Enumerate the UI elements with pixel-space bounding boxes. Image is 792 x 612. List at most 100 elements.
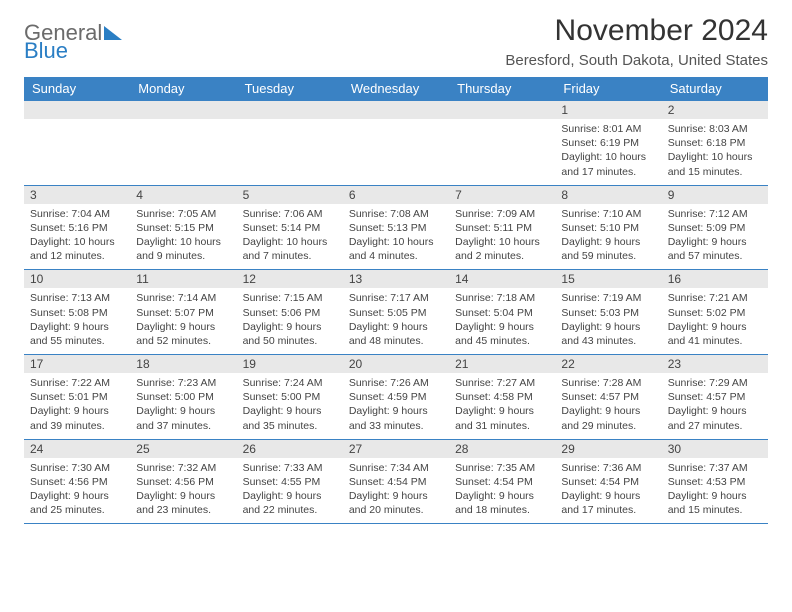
sunset-text: Sunset: 4:54 PM <box>349 475 443 489</box>
day-cell: Sunrise: 7:22 AMSunset: 5:01 PMDaylight:… <box>24 373 130 439</box>
sunrise-text: Sunrise: 7:09 AM <box>455 207 549 221</box>
day-cell: Sunrise: 7:32 AMSunset: 4:56 PMDaylight:… <box>130 458 236 524</box>
day-number: 12 <box>237 270 343 288</box>
day-cell: Sunrise: 7:24 AMSunset: 5:00 PMDaylight:… <box>237 373 343 439</box>
weeks-container: 12Sunrise: 8:01 AMSunset: 6:19 PMDayligh… <box>24 100 768 524</box>
day-cell <box>449 119 555 185</box>
sunset-text: Sunset: 5:09 PM <box>668 221 762 235</box>
weekday-header: Tuesday <box>237 77 343 100</box>
day-number: 21 <box>449 355 555 373</box>
daylight-text: Daylight: 9 hours and 41 minutes. <box>668 320 762 348</box>
week-row: 3456789Sunrise: 7:04 AMSunset: 5:16 PMDa… <box>24 185 768 270</box>
day-number: 22 <box>555 355 661 373</box>
day-number: 24 <box>24 440 130 458</box>
daylight-text: Daylight: 9 hours and 52 minutes. <box>136 320 230 348</box>
daylight-text: Daylight: 10 hours and 9 minutes. <box>136 235 230 263</box>
daylight-text: Daylight: 10 hours and 17 minutes. <box>561 150 655 178</box>
daylight-text: Daylight: 9 hours and 17 minutes. <box>561 489 655 517</box>
sunset-text: Sunset: 5:07 PM <box>136 306 230 320</box>
day-cell: Sunrise: 7:14 AMSunset: 5:07 PMDaylight:… <box>130 288 236 354</box>
location-text: Beresford, South Dakota, United States <box>505 52 768 69</box>
sunset-text: Sunset: 5:08 PM <box>30 306 124 320</box>
day-number: 1 <box>555 101 661 119</box>
day-number: 11 <box>130 270 236 288</box>
daylight-text: Daylight: 10 hours and 12 minutes. <box>30 235 124 263</box>
day-cell: Sunrise: 7:36 AMSunset: 4:54 PMDaylight:… <box>555 458 661 524</box>
sunrise-text: Sunrise: 8:01 AM <box>561 122 655 136</box>
sunrise-text: Sunrise: 7:26 AM <box>349 376 443 390</box>
day-cell: Sunrise: 7:18 AMSunset: 5:04 PMDaylight:… <box>449 288 555 354</box>
daylight-text: Daylight: 9 hours and 48 minutes. <box>349 320 443 348</box>
daylight-text: Daylight: 9 hours and 50 minutes. <box>243 320 337 348</box>
day-number: 5 <box>237 186 343 204</box>
calendar: Sunday Monday Tuesday Wednesday Thursday… <box>24 77 768 524</box>
daylight-text: Daylight: 9 hours and 31 minutes. <box>455 404 549 432</box>
sunrise-text: Sunrise: 7:37 AM <box>668 461 762 475</box>
daynum-row: 24252627282930 <box>24 440 768 458</box>
day-number <box>449 101 555 119</box>
sunset-text: Sunset: 5:16 PM <box>30 221 124 235</box>
day-number <box>130 101 236 119</box>
day-number <box>237 101 343 119</box>
day-number: 4 <box>130 186 236 204</box>
logo-triangle-icon <box>104 26 122 40</box>
sunrise-text: Sunrise: 7:27 AM <box>455 376 549 390</box>
sunrise-text: Sunrise: 7:15 AM <box>243 291 337 305</box>
sunset-text: Sunset: 4:55 PM <box>243 475 337 489</box>
daylight-text: Daylight: 9 hours and 35 minutes. <box>243 404 337 432</box>
daynum-row: 12 <box>24 101 768 119</box>
week-row: 12 Sunrise: 8:01 AMSunset: 6:19 PMDayligh… <box>24 100 768 185</box>
daylight-text: Daylight: 10 hours and 4 minutes. <box>349 235 443 263</box>
header: General Blue November 2024 Beresford, So… <box>24 14 768 69</box>
sunset-text: Sunset: 4:53 PM <box>668 475 762 489</box>
daylight-text: Daylight: 9 hours and 57 minutes. <box>668 235 762 263</box>
sunrise-text: Sunrise: 7:21 AM <box>668 291 762 305</box>
day-cell: Sunrise: 7:05 AMSunset: 5:15 PMDaylight:… <box>130 204 236 270</box>
sunset-text: Sunset: 4:58 PM <box>455 390 549 404</box>
day-cell: Sunrise: 7:35 AMSunset: 4:54 PMDaylight:… <box>449 458 555 524</box>
sunrise-text: Sunrise: 7:30 AM <box>30 461 124 475</box>
sunrise-text: Sunrise: 7:04 AM <box>30 207 124 221</box>
day-cell: Sunrise: 7:33 AMSunset: 4:55 PMDaylight:… <box>237 458 343 524</box>
day-cell <box>343 119 449 185</box>
day-number: 28 <box>449 440 555 458</box>
sunset-text: Sunset: 4:56 PM <box>30 475 124 489</box>
sunset-text: Sunset: 5:15 PM <box>136 221 230 235</box>
sunrise-text: Sunrise: 7:19 AM <box>561 291 655 305</box>
daylight-text: Daylight: 10 hours and 2 minutes. <box>455 235 549 263</box>
sunrise-text: Sunrise: 7:13 AM <box>30 291 124 305</box>
day-number: 17 <box>24 355 130 373</box>
daylight-text: Daylight: 9 hours and 29 minutes. <box>561 404 655 432</box>
day-number <box>343 101 449 119</box>
day-number: 9 <box>662 186 768 204</box>
daylight-text: Daylight: 9 hours and 23 minutes. <box>136 489 230 517</box>
logo-word2: Blue <box>24 40 122 62</box>
sunrise-text: Sunrise: 7:36 AM <box>561 461 655 475</box>
day-cell: Sunrise: 7:09 AMSunset: 5:11 PMDaylight:… <box>449 204 555 270</box>
title-block: November 2024 Beresford, South Dakota, U… <box>505 14 768 69</box>
sunset-text: Sunset: 4:57 PM <box>668 390 762 404</box>
sunrise-text: Sunrise: 7:10 AM <box>561 207 655 221</box>
day-cell: Sunrise: 7:17 AMSunset: 5:05 PMDaylight:… <box>343 288 449 354</box>
sunset-text: Sunset: 4:56 PM <box>136 475 230 489</box>
day-cell: Sunrise: 7:19 AMSunset: 5:03 PMDaylight:… <box>555 288 661 354</box>
daylight-text: Daylight: 9 hours and 59 minutes. <box>561 235 655 263</box>
sunset-text: Sunset: 6:19 PM <box>561 136 655 150</box>
day-number <box>24 101 130 119</box>
day-number: 14 <box>449 270 555 288</box>
daylight-text: Daylight: 9 hours and 33 minutes. <box>349 404 443 432</box>
day-cell: Sunrise: 7:13 AMSunset: 5:08 PMDaylight:… <box>24 288 130 354</box>
sunrise-text: Sunrise: 7:06 AM <box>243 207 337 221</box>
sunset-text: Sunset: 5:01 PM <box>30 390 124 404</box>
daylight-text: Daylight: 9 hours and 39 minutes. <box>30 404 124 432</box>
sunset-text: Sunset: 5:06 PM <box>243 306 337 320</box>
sunset-text: Sunset: 4:54 PM <box>455 475 549 489</box>
day-number: 30 <box>662 440 768 458</box>
sunrise-text: Sunrise: 7:28 AM <box>561 376 655 390</box>
day-number: 2 <box>662 101 768 119</box>
daylight-text: Daylight: 9 hours and 37 minutes. <box>136 404 230 432</box>
weekday-header: Sunday <box>24 77 130 100</box>
day-number: 8 <box>555 186 661 204</box>
day-cell <box>130 119 236 185</box>
sunrise-text: Sunrise: 7:12 AM <box>668 207 762 221</box>
